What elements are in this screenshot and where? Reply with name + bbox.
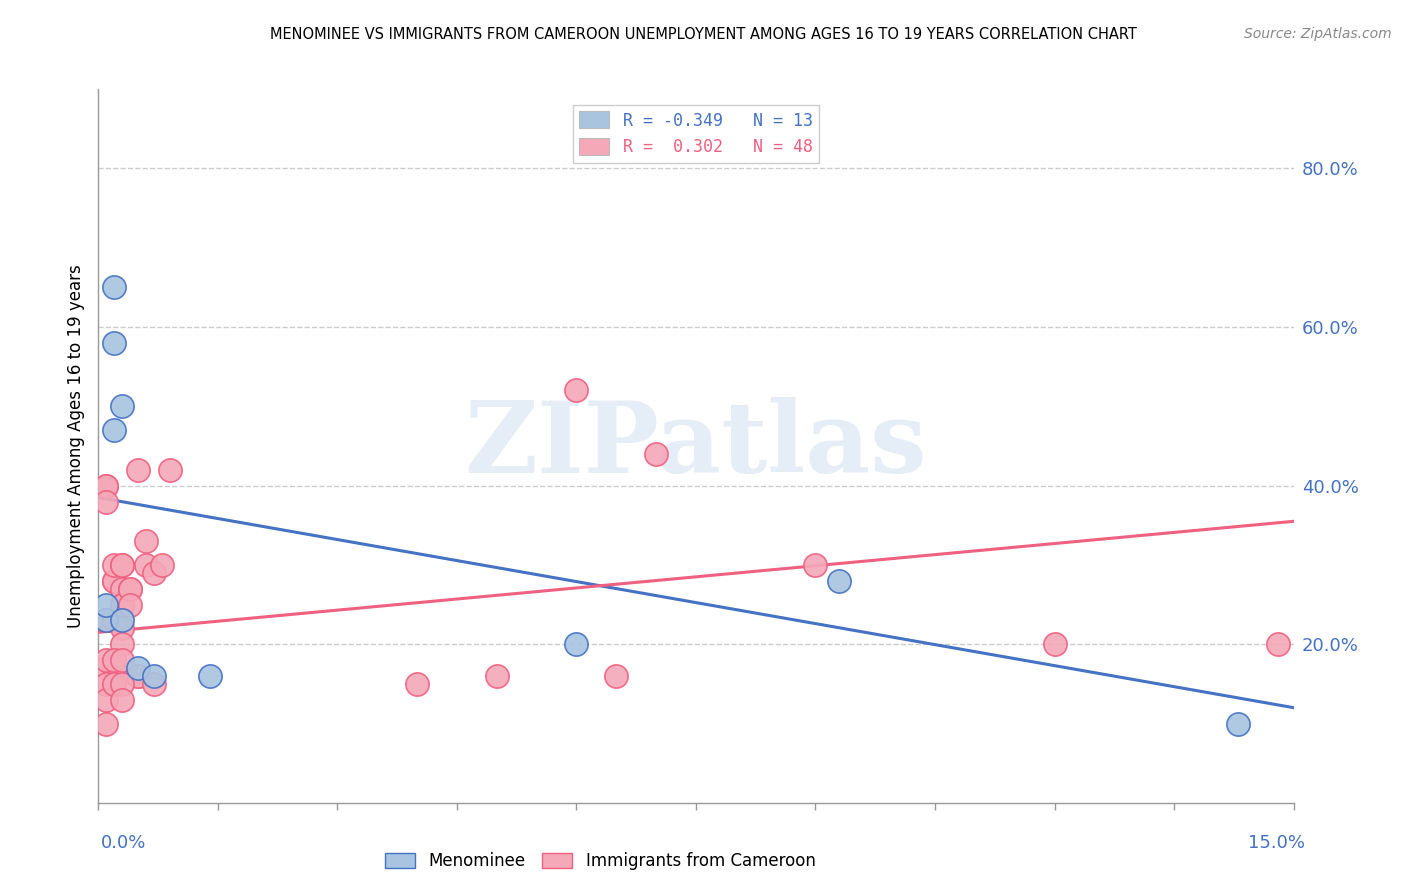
Point <box>103 614 125 628</box>
Point <box>406 677 429 691</box>
Point <box>198 669 221 683</box>
Point <box>103 574 125 588</box>
Point <box>1226 716 1249 731</box>
Point <box>96 614 118 628</box>
Point <box>96 614 118 628</box>
Point <box>111 637 134 651</box>
Point <box>96 614 118 628</box>
Text: 15.0%: 15.0% <box>1247 834 1305 852</box>
Point <box>645 447 668 461</box>
Point <box>96 478 118 492</box>
Point <box>96 598 118 612</box>
Point <box>127 669 149 683</box>
Point <box>96 661 118 675</box>
Point <box>103 558 125 572</box>
Point <box>111 621 134 635</box>
Point <box>111 598 134 612</box>
Point <box>96 692 118 706</box>
Point <box>127 463 149 477</box>
Point <box>120 582 142 596</box>
Point <box>96 677 118 691</box>
Point <box>111 614 134 628</box>
Point <box>120 598 142 612</box>
Point <box>111 558 134 572</box>
Point <box>111 653 134 667</box>
Point <box>96 494 118 508</box>
Text: 0.0%: 0.0% <box>101 834 146 852</box>
Point <box>120 582 142 596</box>
Text: Source: ZipAtlas.com: Source: ZipAtlas.com <box>1244 27 1392 41</box>
Point <box>96 716 118 731</box>
Point <box>103 677 125 691</box>
Point <box>96 478 118 492</box>
Point <box>103 653 125 667</box>
Point <box>1267 637 1289 651</box>
Point <box>103 661 125 675</box>
Point <box>103 280 125 294</box>
Text: ZIPatlas: ZIPatlas <box>465 398 927 494</box>
Point <box>111 692 134 706</box>
Point <box>143 669 166 683</box>
Point <box>135 534 157 549</box>
Point <box>111 598 134 612</box>
Point <box>127 661 149 675</box>
Point <box>485 669 508 683</box>
Point <box>96 614 118 628</box>
Point <box>143 566 166 580</box>
Text: MENOMINEE VS IMMIGRANTS FROM CAMEROON UNEMPLOYMENT AMONG AGES 16 TO 19 YEARS COR: MENOMINEE VS IMMIGRANTS FROM CAMEROON UN… <box>270 27 1136 42</box>
Point <box>1043 637 1066 651</box>
Point <box>103 423 125 437</box>
Y-axis label: Unemployment Among Ages 16 to 19 years: Unemployment Among Ages 16 to 19 years <box>66 264 84 628</box>
Point <box>150 558 173 572</box>
Point <box>143 677 166 691</box>
Point <box>127 669 149 683</box>
Point <box>103 335 125 350</box>
Point <box>111 677 134 691</box>
Point <box>111 400 134 414</box>
Point <box>605 669 627 683</box>
Point <box>159 463 181 477</box>
Point <box>96 653 118 667</box>
Point <box>111 558 134 572</box>
Point <box>828 574 851 588</box>
Point <box>565 384 588 398</box>
Point <box>111 582 134 596</box>
Point <box>103 574 125 588</box>
Legend: R = -0.349   N = 13, R =  0.302   N = 48: R = -0.349 N = 13, R = 0.302 N = 48 <box>572 104 820 162</box>
Point <box>565 637 588 651</box>
Point <box>135 558 157 572</box>
Point <box>804 558 827 572</box>
